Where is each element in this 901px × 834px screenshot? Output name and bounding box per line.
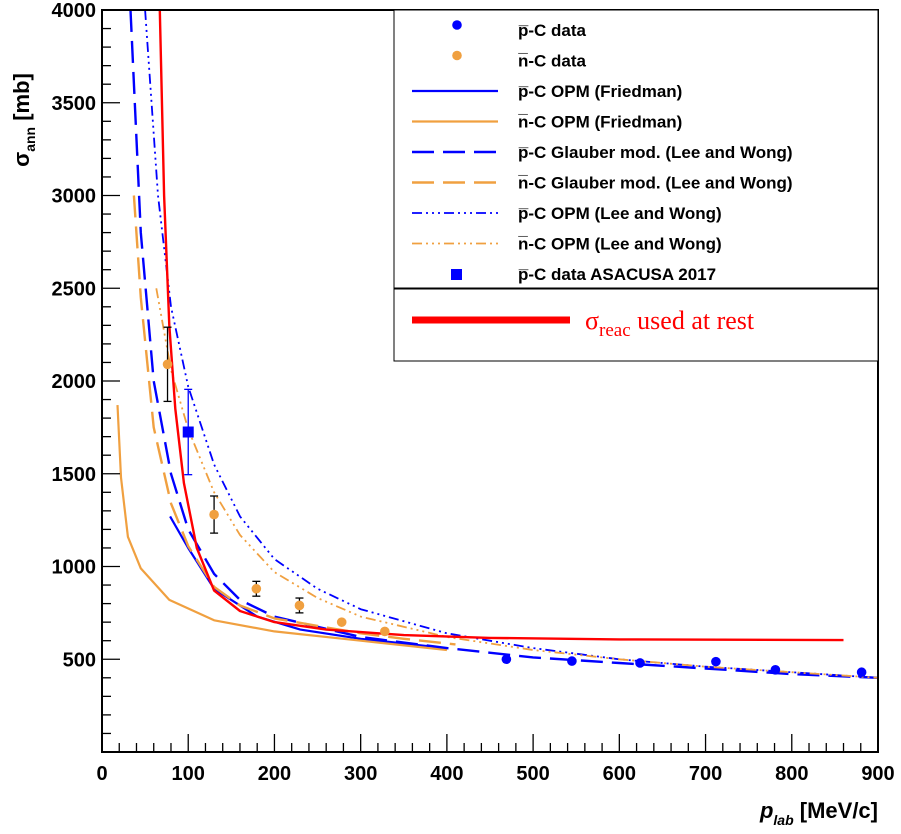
y-axis-unit: [mb] <box>9 73 34 127</box>
legend-label-n-c-data: n̅-C data <box>518 52 587 71</box>
data-point-n-c-data-0 <box>162 359 173 370</box>
data-square-p-c-data-asacusa-2017-0 <box>182 426 194 438</box>
x-tick-label-0: 0 <box>96 763 107 785</box>
data-point-n-c-data-2 <box>251 583 262 594</box>
data-point-p-c-data-3 <box>711 656 721 667</box>
legend-extra-symbol: σ <box>585 306 599 335</box>
x-axis-subscript: lab <box>773 812 794 828</box>
series-line-n-c-glauber-mod-lee-and-wong <box>132 195 456 646</box>
legend: p̅-C data n̅-C data p̅-C OPM (Friedman) n̅-… <box>393 9 879 289</box>
y-axis-symbol: σ <box>9 152 34 167</box>
x-tick-label-500: 500 <box>516 763 549 785</box>
legend-extra-label: σreac used at rest <box>585 306 755 341</box>
legend-extra-subscript: reac <box>599 320 631 341</box>
x-tick-label-600: 600 <box>603 763 636 785</box>
y-tick-label-3500: 3500 <box>52 93 97 115</box>
x-axis-unit: [MeV/c] <box>794 798 878 823</box>
legend-label-n-c-opm-friedman: n̅-C OPM (Friedman) <box>518 113 682 132</box>
data-point-n-c-data-4 <box>336 617 347 627</box>
x-tick-label-300: 300 <box>344 763 377 785</box>
legend-label-p-c-opm-friedman: p̅-C OPM (Friedman) <box>518 82 682 101</box>
tick-layer <box>101 9 879 752</box>
legend-extra-frame <box>393 288 879 362</box>
legend-marker-p-c-data <box>452 20 462 30</box>
data-point-p-c-data-1 <box>567 656 577 666</box>
legend-label-p-c-glauber-mod-lee-and-wong: p̅-C Glauber mod. (Lee and Wong) <box>518 143 793 162</box>
y-axis-title: σann [mb] <box>9 73 38 167</box>
series-line-p-c-glauber-mod-lee-and-wong <box>129 10 878 679</box>
y-tick-label-1000: 1000 <box>52 557 97 579</box>
legend-label-p-c-opm-lee-and-wong: p̅-C OPM (Lee and Wong) <box>518 204 722 223</box>
series-line-reac-used-at-rest <box>158 10 844 642</box>
tick-label-layer: 0 100 200 300 400 500 600 700 800 900 500 1000 1500 2… <box>52 0 895 785</box>
x-tick-label-100: 100 <box>172 763 205 785</box>
legend-marker-p-c-data-asacusa-2017 <box>451 269 462 280</box>
y-tick-label-1500: 1500 <box>52 464 97 486</box>
x-tick-label-900: 900 <box>861 763 894 785</box>
data-point-n-c-data-1 <box>209 509 219 520</box>
series-line-n-c-opm-friedman <box>116 405 448 652</box>
x-axis-title: plab [MeV/c] <box>759 798 878 828</box>
x-tick-label-400: 400 <box>430 763 463 785</box>
data-point-p-c-data-4 <box>770 665 781 675</box>
y-axis-subscript: ann <box>22 127 38 152</box>
y-tick-label-2000: 2000 <box>52 371 97 393</box>
y-tick-label-500: 500 <box>63 649 96 671</box>
data-point-n-c-data-5 <box>380 626 390 637</box>
x-tick-label-200: 200 <box>258 763 291 785</box>
x-tick-label-700: 700 <box>689 763 722 785</box>
data-point-p-c-data-0 <box>501 654 512 665</box>
legend-extra-text: used at rest <box>631 306 755 335</box>
y-tick-label-4000: 4000 <box>52 0 97 22</box>
x-axis-symbol: p <box>759 798 773 823</box>
series-line-n-c-opm-lee-and-wong <box>155 288 878 679</box>
data-point-n-c-data-3 <box>294 600 305 611</box>
data-point-p-c-data-2 <box>635 658 645 668</box>
legend-label-n-c-glauber-mod-lee-and-wong: n̅-C Glauber mod. (Lee and Wong) <box>518 174 793 193</box>
legend-extra-box: σreac used at rest <box>393 288 879 362</box>
legend-marker-n-c-data <box>452 50 462 61</box>
legend-label-p-c-data: p̅-C data <box>518 21 587 40</box>
x-tick-label-800: 800 <box>775 763 808 785</box>
legend-label-p-c-data-asacusa-2017: p̅-C data ASACUSA 2017 <box>518 265 716 284</box>
y-tick-label-3000: 3000 <box>52 186 97 208</box>
legend-label-n-c-opm-lee-and-wong: n̅-C OPM (Lee and Wong) <box>518 235 722 254</box>
data-point-p-c-data-5 <box>856 667 867 678</box>
markers-layer <box>162 326 867 678</box>
curves-layer <box>116 10 878 679</box>
y-tick-label-2500: 2500 <box>52 278 97 300</box>
legend-box <box>393 9 879 289</box>
